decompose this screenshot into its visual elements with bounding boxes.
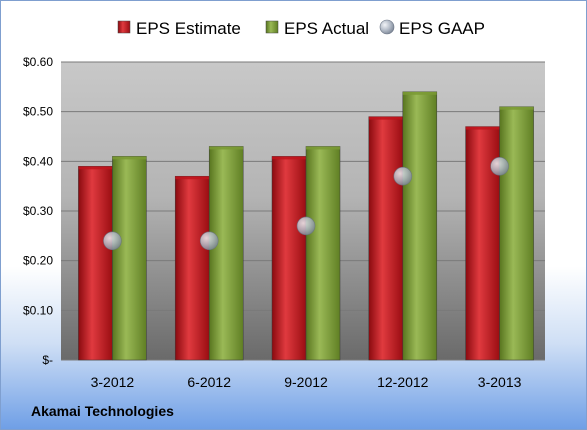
y-tick-label: $0.20 — [23, 254, 53, 268]
gaap-markers — [103, 157, 509, 251]
y-tick-label: $0.40 — [23, 154, 53, 168]
y-tick-label: $0.10 — [23, 303, 53, 317]
legend-label: EPS Actual — [284, 19, 369, 38]
legend-label: EPS GAAP — [399, 19, 485, 38]
bar-top-cap — [272, 156, 306, 160]
bar-top-cap — [209, 146, 244, 150]
legend-swatch — [117, 20, 131, 34]
x-tick-label: 9-2012 — [284, 374, 328, 390]
y-tick-label: $0.50 — [23, 105, 53, 119]
gaap-marker — [490, 157, 509, 176]
bar-eps-actual — [208, 146, 244, 361]
legend-swatch — [265, 20, 279, 34]
x-tick-label: 3-2012 — [91, 374, 135, 390]
company-name: Akamai Technologies — [31, 403, 174, 419]
bar-eps-actual — [499, 106, 534, 361]
legend-label: EPS Estimate — [136, 19, 241, 38]
x-axis-labels: 3-2012 6-2012 9-2012 12-2012 3-2013 — [91, 374, 522, 390]
bar-eps-estimate — [174, 175, 210, 361]
x-tick-label: 12-2012 — [377, 374, 429, 390]
y-tick-label: $0.30 — [23, 204, 53, 218]
bar-top-cap — [175, 176, 210, 180]
bar-eps-actual — [305, 146, 341, 361]
x-tick-label: 6-2012 — [187, 374, 231, 390]
gaap-marker — [199, 231, 219, 251]
gaap-marker — [296, 216, 316, 236]
bar-top-cap — [306, 146, 340, 150]
bar-top-cap — [368, 116, 403, 120]
bar-top-cap — [112, 156, 147, 160]
bar-eps-actual — [402, 91, 438, 361]
bar-top-cap — [78, 166, 113, 170]
gaap-marker — [103, 231, 122, 251]
y-axis-labels: $- $0.10 $0.20 $0.30 $0.40 $0.50 $0.60 — [23, 55, 53, 367]
y-tick-label: $0.60 — [23, 55, 53, 69]
bar-eps-actual — [112, 156, 147, 361]
legend-swatch — [379, 19, 395, 35]
bar-top-cap — [465, 126, 500, 130]
x-tick-label: 3-2013 — [478, 374, 522, 390]
bar-top-cap — [499, 106, 534, 110]
y-tick-label: $- — [42, 353, 53, 367]
bar-eps-estimate — [78, 166, 113, 361]
bar-eps-estimate — [368, 116, 404, 361]
bars — [78, 91, 534, 361]
bar-top-cap — [402, 91, 437, 95]
legend: EPS Estimate EPS Actual EPS GAAP — [117, 19, 485, 38]
bar-eps-estimate — [271, 156, 307, 361]
gaap-marker — [393, 166, 413, 186]
